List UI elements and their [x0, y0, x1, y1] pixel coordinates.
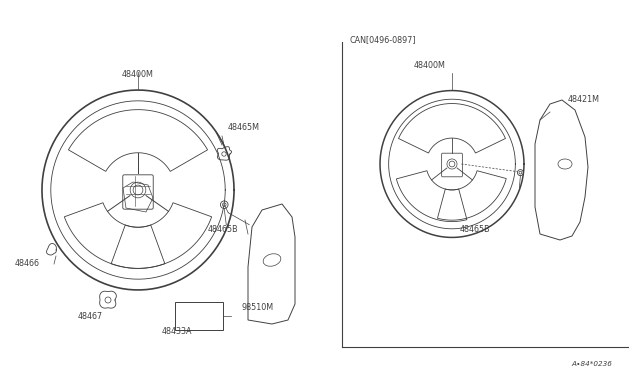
Text: 48400M: 48400M [122, 70, 154, 79]
Text: 48466: 48466 [15, 259, 40, 268]
Text: 48465M: 48465M [228, 123, 260, 132]
Text: 48465B: 48465B [208, 225, 239, 234]
Text: 48467: 48467 [77, 312, 102, 321]
Text: 48400M: 48400M [414, 61, 446, 70]
Text: A∙84*0236: A∙84*0236 [571, 361, 612, 367]
Text: 48465B: 48465B [460, 225, 491, 234]
Text: CAN[0496-0897]: CAN[0496-0897] [350, 35, 417, 44]
Text: 48433A: 48433A [162, 327, 193, 336]
Bar [175, 302, 223, 330]
Text: 98510M: 98510M [242, 303, 274, 312]
Text: 48421M: 48421M [568, 95, 600, 104]
